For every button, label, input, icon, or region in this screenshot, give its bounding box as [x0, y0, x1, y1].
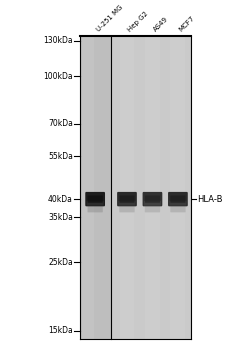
- Text: 130kDa: 130kDa: [43, 36, 72, 45]
- FancyBboxPatch shape: [118, 201, 135, 206]
- Bar: [170, 36, 184, 339]
- FancyBboxPatch shape: [144, 204, 159, 212]
- FancyBboxPatch shape: [87, 196, 102, 203]
- Text: U-251 MG: U-251 MG: [95, 5, 123, 33]
- Text: 100kDa: 100kDa: [43, 71, 72, 80]
- Bar: [82, 36, 94, 339]
- Bar: [119, 36, 134, 339]
- FancyBboxPatch shape: [144, 196, 159, 203]
- FancyBboxPatch shape: [86, 201, 103, 206]
- FancyBboxPatch shape: [85, 192, 105, 206]
- Text: 35kDa: 35kDa: [48, 212, 72, 222]
- Text: Hep G2: Hep G2: [126, 10, 149, 33]
- FancyBboxPatch shape: [167, 192, 187, 206]
- Text: 70kDa: 70kDa: [48, 119, 72, 128]
- Text: 15kDa: 15kDa: [48, 326, 72, 335]
- Text: MCF7: MCF7: [177, 15, 195, 33]
- Text: 25kDa: 25kDa: [48, 258, 72, 267]
- FancyBboxPatch shape: [143, 201, 160, 206]
- Text: 55kDa: 55kDa: [48, 152, 72, 161]
- Bar: [110, 36, 190, 339]
- Text: AS49: AS49: [152, 16, 169, 33]
- FancyBboxPatch shape: [169, 201, 186, 206]
- Text: HLA-B: HLA-B: [196, 195, 222, 204]
- FancyBboxPatch shape: [169, 196, 185, 203]
- Bar: [80, 36, 110, 339]
- FancyBboxPatch shape: [87, 204, 102, 212]
- FancyBboxPatch shape: [119, 196, 134, 203]
- FancyBboxPatch shape: [142, 192, 162, 206]
- FancyBboxPatch shape: [119, 204, 134, 212]
- FancyBboxPatch shape: [117, 192, 136, 206]
- Text: 40kDa: 40kDa: [48, 195, 72, 204]
- Bar: [144, 36, 159, 339]
- FancyBboxPatch shape: [169, 204, 185, 212]
